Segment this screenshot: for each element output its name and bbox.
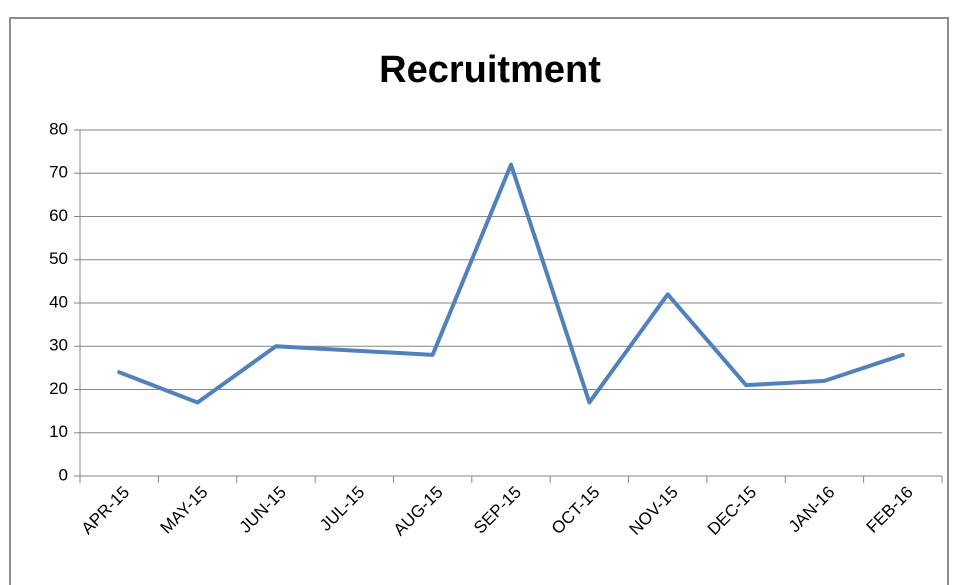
- y-tick-label: 80: [49, 119, 68, 138]
- chart-title: Recruitment: [379, 49, 601, 91]
- y-tick-label: 20: [49, 379, 68, 398]
- y-tick-label: 30: [49, 336, 68, 355]
- y-tick-label: 10: [49, 422, 68, 441]
- y-tick-label: 60: [49, 206, 68, 225]
- y-tick-label: 40: [49, 292, 68, 311]
- data-line: [117, 162, 905, 405]
- y-tick-label: 0: [59, 465, 68, 484]
- y-tick-label: 70: [49, 163, 68, 182]
- chart-frame: [9, 17, 949, 585]
- y-tick-label: 50: [49, 249, 68, 268]
